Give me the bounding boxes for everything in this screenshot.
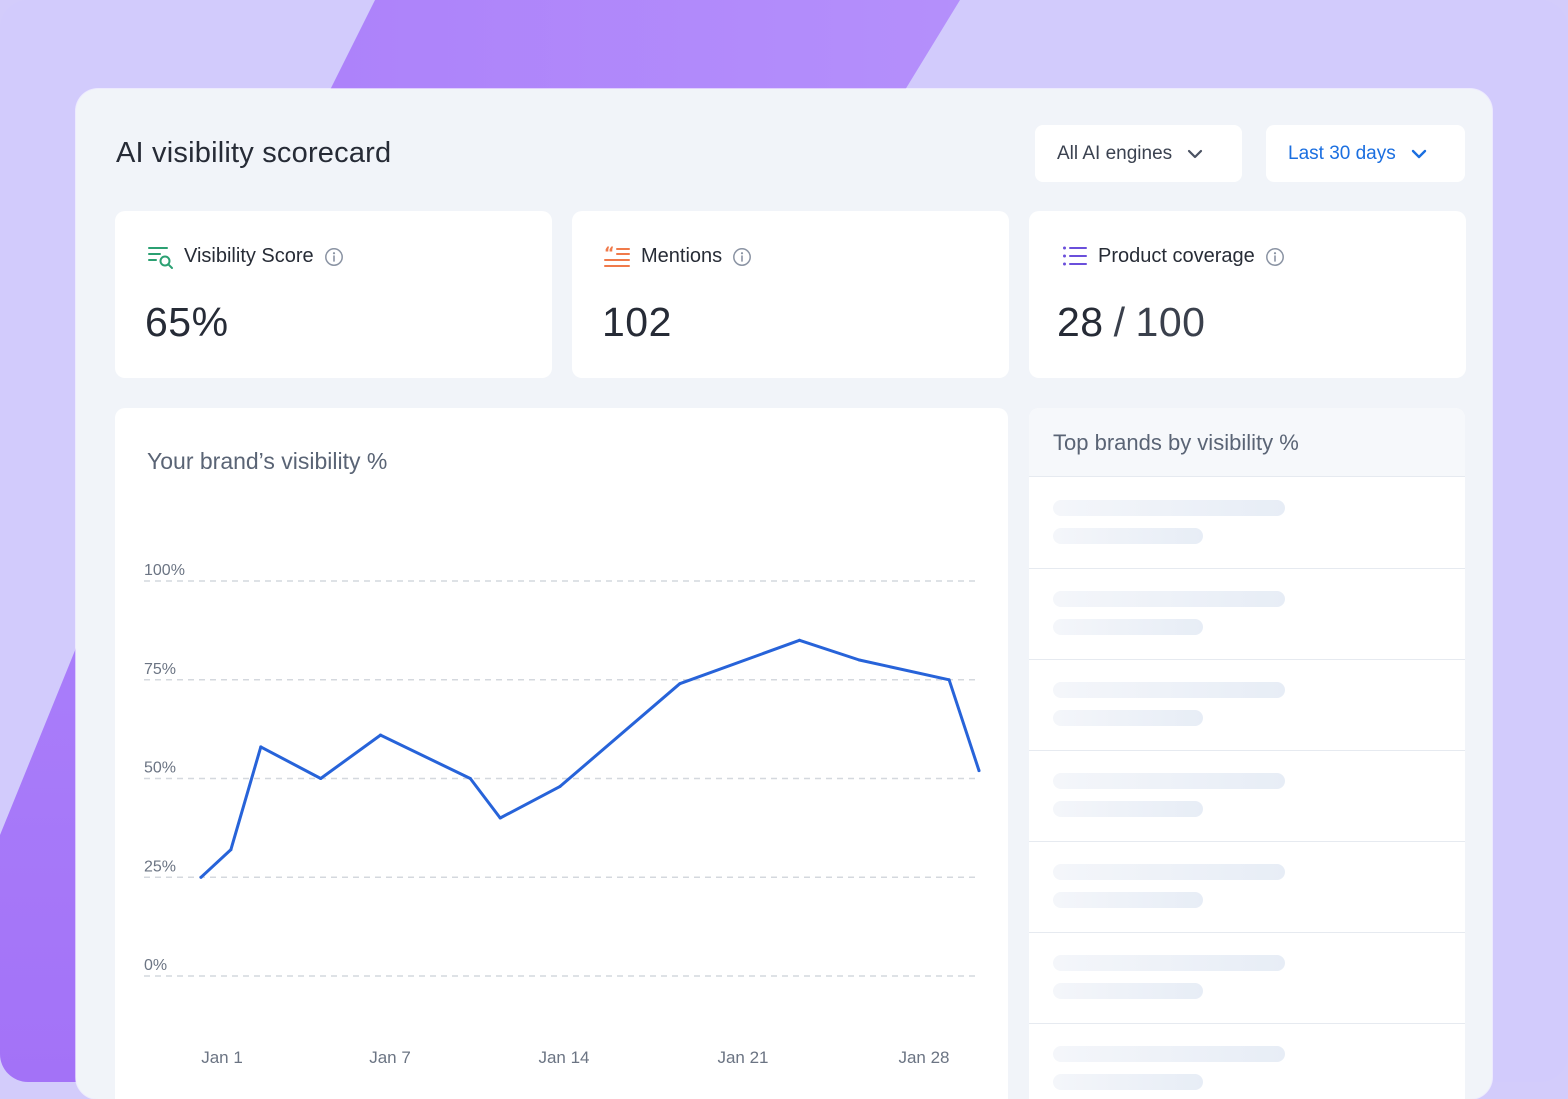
page-title: AI visibility scorecard [116, 137, 392, 169]
y-tick-label: 25% [144, 858, 176, 875]
data-point [678, 682, 682, 686]
product-coverage-label: Product coverage [1098, 245, 1255, 267]
kpi-label: Product coverage [1098, 245, 1285, 268]
series-line [199, 638, 981, 879]
mentions-label: Mentions [641, 245, 723, 267]
brand-row-placeholder [1029, 659, 1465, 751]
data-point [558, 784, 562, 788]
data-point [977, 769, 981, 773]
visibility-score-value: 65% [145, 299, 229, 345]
skeleton-line [1053, 1046, 1285, 1062]
data-point [319, 777, 323, 780]
engines-dropdown[interactable]: All AI engines [1035, 125, 1242, 182]
mentions-value: 102 [602, 299, 672, 345]
skeleton-line [1053, 682, 1285, 698]
kpi-label: Visibility Score [184, 245, 344, 268]
y-tick-label: 100% [144, 562, 185, 579]
brand-row-placeholder [1029, 750, 1465, 842]
info-icon[interactable] [732, 247, 752, 267]
skeleton-line [1053, 500, 1285, 516]
brand-row-placeholder [1029, 841, 1465, 933]
coverage-total: 100 [1135, 299, 1206, 345]
skeleton-line [1053, 528, 1203, 544]
product-coverage-value: 28/100 [1057, 299, 1205, 346]
skeleton-line [1053, 710, 1203, 726]
skeleton-line [1053, 801, 1203, 817]
skeleton-line [1053, 773, 1285, 789]
top-brands-card: Top brands by visibility % [1029, 408, 1465, 1099]
visibility-score-label: Visibility Score [184, 245, 314, 267]
data-point [379, 733, 383, 737]
visibility-score-card: Visibility Score 65% [115, 211, 552, 378]
brand-row-placeholder [1029, 477, 1465, 569]
skeleton-line [1053, 1074, 1203, 1090]
data-point [797, 638, 801, 642]
brand-row-placeholder [1029, 932, 1465, 1024]
y-tick-label: 75% [144, 661, 176, 678]
list-icon [1063, 246, 1087, 266]
skeleton-line [1053, 983, 1203, 999]
chevron-down-icon [1188, 149, 1203, 158]
quote-icon: “ [604, 244, 630, 267]
x-tick-label: Jan 21 [717, 1048, 768, 1067]
x-tick-label: Jan 1 [201, 1048, 243, 1067]
data-point [259, 745, 263, 749]
line-chart: 0% 25% 50% 75% 100% Jan 1 Jan 7 Jan 14 Jan 21 Jan… [144, 562, 981, 1067]
info-icon[interactable] [1265, 247, 1285, 267]
skeleton-line [1053, 619, 1203, 635]
coverage-count: 28 [1057, 299, 1104, 345]
data-point [468, 777, 472, 780]
scorecard-panel: AI visibility scorecard All AI engines L… [76, 89, 1492, 1099]
svg-text:“: “ [604, 244, 615, 262]
product-coverage-card: Product coverage 28/100 [1029, 211, 1466, 378]
data-point [229, 848, 233, 852]
skeleton-line [1053, 864, 1285, 880]
coverage-separator: / [1113, 299, 1126, 345]
top-brands-header: Top brands by visibility % [1029, 408, 1465, 477]
y-tick-label: 50% [144, 760, 176, 777]
y-tick-label: 0% [144, 957, 167, 974]
skeleton-line [1053, 591, 1285, 607]
brand-row-placeholder [1029, 568, 1465, 660]
brand-visibility-chart-card: Your brand’s visibility % 0% 25% 50% 75% 100… [115, 408, 1008, 1099]
mentions-card: “ Mentions 102 [572, 211, 1009, 378]
info-icon[interactable] [324, 247, 344, 267]
skeleton-line [1053, 892, 1203, 908]
chevron-down-icon [1411, 149, 1426, 158]
chart-title: Your brand’s visibility % [147, 448, 388, 474]
x-tick-label: Jan 14 [538, 1048, 589, 1067]
top-brands-title: Top brands by visibility % [1053, 430, 1299, 455]
date-range-dropdown[interactable]: Last 30 days [1266, 125, 1465, 182]
visibility-search-icon [148, 247, 173, 269]
x-tick-label: Jan 28 [898, 1048, 949, 1067]
date-range-dropdown-label: Last 30 days [1288, 142, 1396, 164]
data-point [947, 678, 951, 682]
data-point [498, 816, 502, 820]
kpi-label: Mentions [641, 245, 752, 268]
x-tick-label: Jan 7 [369, 1048, 411, 1067]
skeleton-line [1053, 955, 1285, 971]
engines-dropdown-label: All AI engines [1057, 142, 1173, 164]
data-point [857, 658, 861, 662]
data-point [199, 875, 203, 879]
brand-row-placeholder [1029, 1023, 1465, 1099]
